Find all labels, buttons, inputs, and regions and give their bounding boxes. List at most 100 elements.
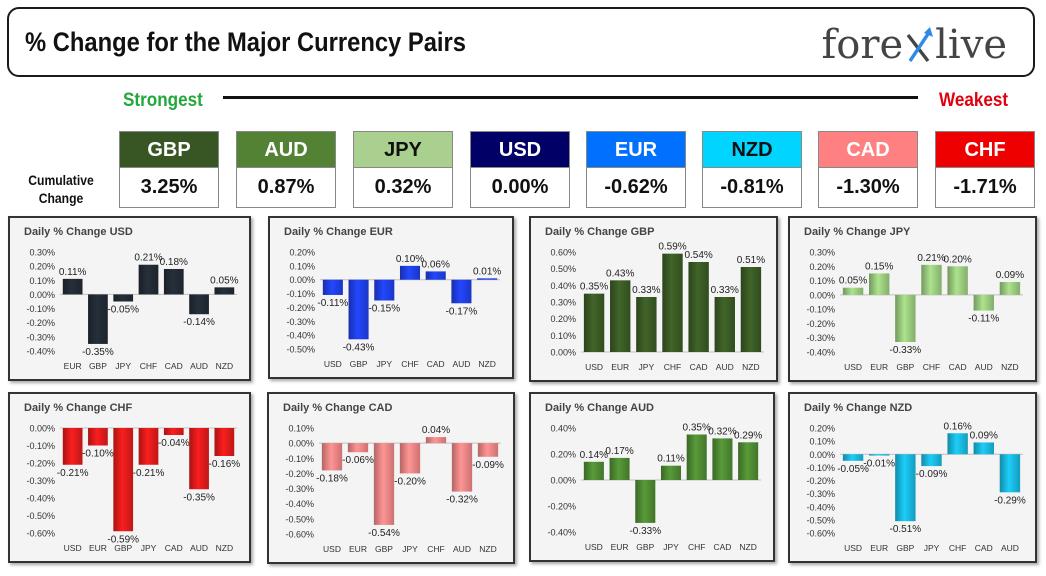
bar [921,264,942,295]
x-tick-label: JPY [115,361,131,371]
data-label: -0.51% [890,524,922,535]
bar-chart-svg: Daily % Change EUR0.20%0.10%0.00%-0.10%-… [284,226,501,369]
y-tick-label: -0.10% [806,463,835,473]
y-tick-label: -0.20% [547,502,576,512]
data-label: -0.17% [446,306,478,317]
y-tick-label: 0.20% [550,450,576,460]
data-label: 0.17% [605,446,633,457]
x-tick-label: GBP [350,359,368,369]
y-tick-label: 0.00% [550,476,576,486]
y-tick-label: 0.00% [809,450,835,460]
x-tick-label: USD [844,543,862,553]
y-tick-label: -0.60% [806,529,835,539]
data-label: -0.32% [446,495,478,506]
data-label: -0.21% [57,468,89,479]
data-label: 0.10% [396,254,424,265]
data-label: -0.29% [994,495,1026,506]
data-label: 0.01% [473,266,501,277]
logo-x-icon [906,27,934,63]
bar [714,297,735,352]
y-tick-label: -0.30% [285,484,314,494]
chart-jpy: Daily % Change JPY 0.30% 0.20% 0.10% 0.00% -0… [788,216,1037,382]
cumulative-value: -1.71% [935,168,1035,208]
bar [62,428,83,465]
bar [869,273,890,295]
y-tick-label: -0.50% [286,345,315,355]
bar [635,480,656,523]
x-tick-label: USD [324,359,342,369]
cumulative-value: -0.81% [702,168,802,208]
data-label: -0.21% [133,468,165,479]
x-tick-label: NZD [742,362,759,372]
currency-code: GBP [119,131,219,168]
x-tick-label: USD [323,544,341,554]
cumulative-value: -1.30% [818,168,918,208]
cumulative-value: 0.87% [236,168,336,208]
data-label: -0.04% [158,438,190,449]
bar [451,443,473,492]
chart-title: Daily % Change EUR [284,226,393,238]
y-tick-label: 0.50% [550,264,576,274]
x-tick-label: EUR [89,543,107,553]
x-tick-label: USD [585,542,603,552]
bar [583,461,604,480]
x-tick-label: AUD [1001,543,1019,553]
data-label: -0.15% [368,304,400,315]
chart-title: Daily % Change NZD [804,402,912,414]
data-label: 0.18% [160,257,188,268]
y-tick-label: -0.30% [806,333,835,343]
y-tick-label: -0.10% [26,304,55,314]
y-tick-label: -0.10% [26,441,55,451]
cumulative-value: 3.25% [119,168,219,208]
title-box: % Change for the Major Currency Pairs fo… [7,7,1035,77]
bar [973,442,994,455]
x-tick-label: AUD [190,361,208,371]
y-tick-label: 0.20% [289,248,315,258]
bar [999,454,1021,493]
x-tick-label: GBP [896,543,914,553]
x-tick-label: EUR [611,542,629,552]
y-tick-label: 0.10% [550,331,576,341]
y-tick-label: 0.60% [550,248,576,258]
currency-code: JPY [353,131,453,168]
y-tick-label: 0.00% [29,424,55,434]
x-tick-label: AUD [190,543,208,553]
y-tick-label: -0.50% [806,515,835,525]
data-label: 0.35% [683,423,711,434]
cumulative-value: -0.62% [586,168,686,208]
chart-nzd: Daily % Change NZD 0.20% 0.10% 0.00% -0.10% -… [788,392,1037,563]
data-label: 0.11% [59,267,87,278]
data-label: 0.09% [970,430,998,441]
y-tick-label: 0.20% [809,262,835,272]
weakest-label: Weakest [939,90,1009,111]
data-label: 0.35% [580,282,608,293]
currency-code: CAD [818,131,918,168]
bar [895,454,916,522]
y-tick-label: -0.30% [286,317,315,327]
bar [740,267,762,352]
data-label: 0.15% [865,261,893,272]
x-tick-label: GBP [89,361,107,371]
chart-title: Daily % Change GBP [545,226,654,238]
data-label: -0.59% [107,534,139,545]
y-tick-label: -0.20% [285,469,314,479]
y-tick-label: -0.10% [806,305,835,315]
y-tick-label: -0.30% [26,476,55,486]
bar [477,278,498,280]
bar [973,294,994,311]
data-label: 0.11% [657,454,685,465]
bar [163,428,184,435]
x-tick-label: GBP [375,544,393,554]
bar [688,262,709,352]
chart-title: Daily % Change USD [24,226,133,238]
chart-title: Daily % Change CAD [283,402,392,414]
bar [113,428,134,532]
chart-aud: Daily % Change AUD 0.40% 0.20% 0.00% -0.20% -… [529,392,775,562]
bar-chart-svg: Daily % Change JPY 0.30% 0.20% 0.10% 0.00% -0… [804,226,1024,372]
data-label: 0.54% [684,250,712,261]
y-tick-label: 0.30% [29,248,55,258]
y-tick-label: 0.00% [809,290,835,300]
y-tick-label: 0.20% [809,424,835,434]
currency-card-eur: EUR -0.62% [586,131,686,208]
y-tick-label: 0.40% [550,424,576,434]
